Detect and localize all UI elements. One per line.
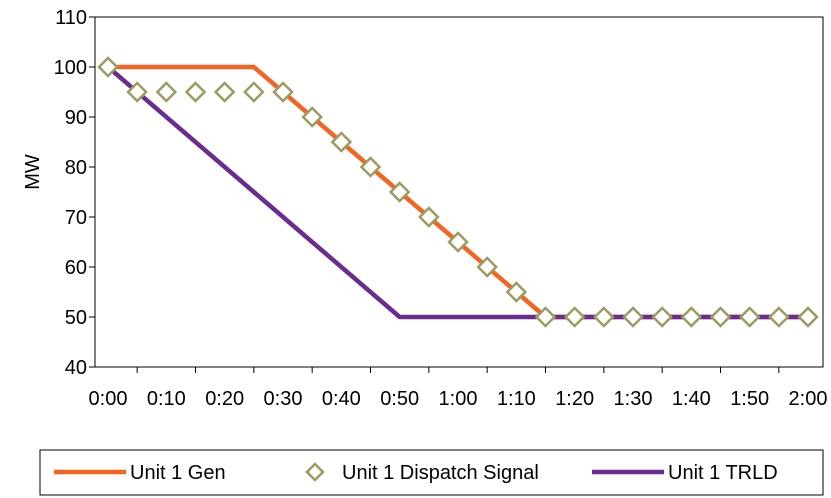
legend-box <box>39 449 824 496</box>
data-point-marker <box>768 306 790 328</box>
data-point-marker <box>622 306 644 328</box>
legend-item-unit-1-dispatch-signal: Unit 1 Dispatch Signal <box>305 462 539 484</box>
legend-label: Unit 1 TRLD <box>668 462 778 484</box>
x-tick-label: 1:20 <box>555 388 594 410</box>
y-axis-label: MW <box>22 154 44 190</box>
data-point-marker <box>97 56 119 78</box>
x-tick-label: 1:50 <box>730 388 769 410</box>
data-point-marker <box>418 206 440 228</box>
data-point-marker <box>155 81 178 103</box>
data-point-marker <box>476 256 498 278</box>
data-point-marker <box>272 81 294 103</box>
data-point-marker <box>534 306 557 328</box>
x-tick-label: 0:20 <box>205 388 244 410</box>
y-tick-label: 50 <box>65 307 87 329</box>
y-tick-label: 60 <box>65 257 87 279</box>
x-tick-label: 1:10 <box>497 388 536 410</box>
series-unit-1-gen <box>108 64 808 320</box>
legend-item-unit-1-gen: Unit 1 Gen <box>54 462 226 484</box>
y-tick-label: 40 <box>65 357 87 379</box>
legend-label: Unit 1 Dispatch Signal <box>342 462 539 484</box>
x-tick-label: 1:30 <box>614 388 653 410</box>
series-layer <box>97 56 819 328</box>
y-tick-label: 70 <box>65 207 87 229</box>
legend: Unit 1 Gen Unit 1 Dispatch Signal Unit 1 T… <box>39 449 824 496</box>
data-point-marker <box>797 306 819 328</box>
data-point-marker <box>680 306 703 328</box>
x-tick-label: 1:40 <box>672 388 711 410</box>
data-point-marker <box>243 81 265 103</box>
y-tick-label: 100 <box>54 57 87 79</box>
data-point-marker <box>447 231 469 253</box>
series-unit-1-trld <box>106 65 808 320</box>
series-line <box>106 65 808 320</box>
y-tick-label: 80 <box>65 157 87 179</box>
x-tick-label: 0:10 <box>147 388 186 410</box>
legend-swatch <box>305 462 325 482</box>
data-point-marker <box>213 81 236 103</box>
data-point-marker <box>563 306 586 328</box>
data-point-marker <box>505 281 528 303</box>
series-line <box>108 64 808 320</box>
y-tick-label: 90 <box>65 107 87 129</box>
x-tick-label: 0:40 <box>322 388 361 410</box>
x-tick-label: 2:00 <box>789 388 828 410</box>
data-point-marker <box>709 306 732 328</box>
x-tick-label: 0:50 <box>380 388 419 410</box>
axes: 40 50 60 70 80 90 100 110 0:00 0:10 0:20 0:30 0:40 0:… <box>22 7 827 410</box>
data-point-marker <box>359 156 382 178</box>
x-tick-label: 1:00 <box>439 388 478 410</box>
y-tick-label: 110 <box>55 7 87 29</box>
data-point-marker <box>651 306 673 328</box>
series-unit-1-dispatch-signal <box>97 56 819 328</box>
data-point-marker <box>330 131 353 153</box>
data-point-marker <box>126 81 148 103</box>
x-tick-label: 0:30 <box>264 388 303 410</box>
legend-label: Unit 1 Gen <box>130 462 226 484</box>
data-point-marker <box>388 181 411 203</box>
data-point-marker <box>184 81 207 103</box>
data-point-marker <box>738 306 761 328</box>
legend-item-unit-1-trld: Unit 1 TRLD <box>592 462 778 484</box>
x-tick-label: 0:00 <box>89 388 128 410</box>
data-point-marker <box>593 306 615 328</box>
data-point-marker <box>301 106 323 128</box>
plot-area-border <box>94 16 824 368</box>
